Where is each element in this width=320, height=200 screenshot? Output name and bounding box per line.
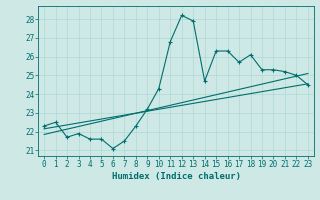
- X-axis label: Humidex (Indice chaleur): Humidex (Indice chaleur): [111, 172, 241, 181]
